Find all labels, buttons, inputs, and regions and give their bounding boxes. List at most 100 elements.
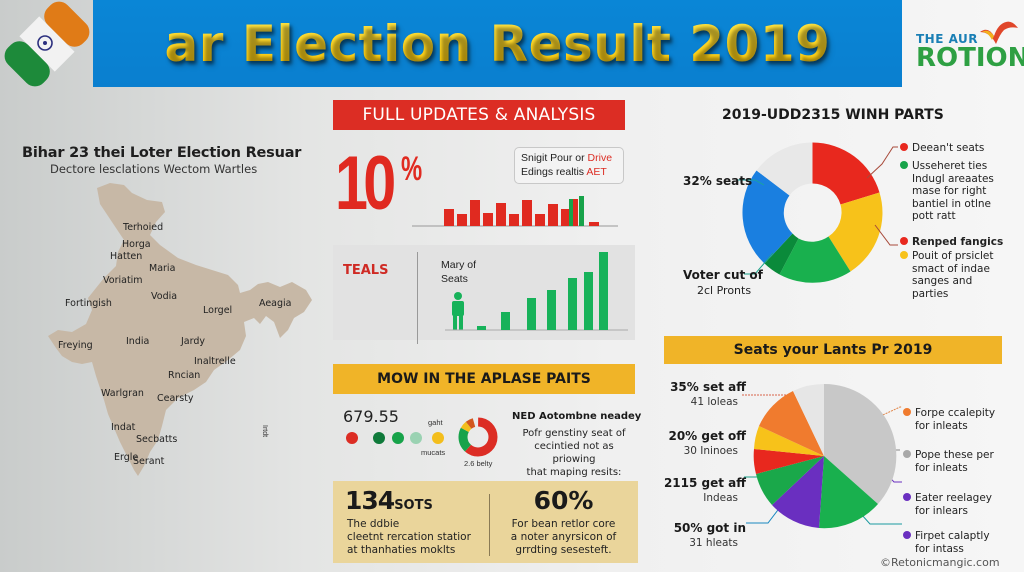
note-box: Snigit Pour or Drive Edings realtis AET xyxy=(514,147,624,184)
map-label: Secbatts xyxy=(136,434,178,445)
updates-banner: FULL UPDATES & ANALYSIS xyxy=(333,100,625,130)
map-label: Vodia xyxy=(151,291,178,302)
orange-dot-icon xyxy=(903,408,911,416)
bar xyxy=(561,209,571,226)
bar xyxy=(548,204,558,226)
bar xyxy=(579,196,584,226)
note-highlight: AET xyxy=(586,166,607,178)
donut-label-bottom-sub: 2cl Pronts xyxy=(697,284,752,297)
legend-text: parties xyxy=(912,287,949,300)
donut-legend-item: Renped fangics xyxy=(900,236,1003,249)
seats-number: 134 xyxy=(345,486,395,515)
pie-sublabel: Indeas xyxy=(703,492,738,504)
legend-text: Pouit of prsiclet xyxy=(912,250,994,262)
donut-legend-item: Usseheret ties Indugl areaates mase for … xyxy=(900,160,994,223)
red-dot-icon xyxy=(900,143,908,151)
red-dot-icon xyxy=(346,432,358,444)
pie-legend-item: Eater reelagey for inlears xyxy=(903,492,992,517)
ned-title: NED Aotombne neadey xyxy=(512,411,642,422)
percent-stat: 60% xyxy=(533,486,594,515)
parties-banner: MOW IN THE APLASE PAITS xyxy=(333,364,635,394)
desc-line: For bean retlor core xyxy=(511,518,616,530)
bar xyxy=(477,326,486,330)
pie-left-labels: 35% set aff 41 loleas 20% get off 30 Ini… xyxy=(660,0,750,572)
seats-description: The ddbie cleetnt rercation statior at t… xyxy=(347,518,471,557)
bar xyxy=(496,203,506,226)
bar xyxy=(573,199,578,226)
bar xyxy=(599,252,608,330)
bar xyxy=(568,278,577,330)
seats-unit: SOTS xyxy=(394,498,433,513)
map-label: Aeagia xyxy=(259,298,292,309)
map-label: Indat xyxy=(111,422,136,433)
body-line: that maping resits: xyxy=(526,467,622,478)
updates-bar-chart xyxy=(412,196,618,227)
purple-dot-icon xyxy=(903,493,911,501)
big-percent-number: 10 xyxy=(335,141,396,226)
legend-text: for inleats xyxy=(915,461,968,474)
legend-text: for inlears xyxy=(915,504,968,517)
map-label: Jardy xyxy=(181,336,206,347)
pie-label: 2115 get aff xyxy=(663,476,746,490)
mini-donut-caption: 2.6 belty xyxy=(464,459,493,468)
brand-small-text: THE AUR xyxy=(916,32,979,46)
person-icon xyxy=(452,292,464,330)
india-map xyxy=(48,183,312,476)
party-donut-chart xyxy=(742,142,883,283)
note-text: Edings realtis xyxy=(521,166,587,178)
bar xyxy=(444,209,454,226)
yellow-dot-icon xyxy=(900,251,908,259)
green-dot-icon xyxy=(392,432,404,444)
map-label: Terhoied xyxy=(123,222,164,233)
desc-line: The ddbie xyxy=(347,518,400,530)
bar xyxy=(589,222,599,226)
big-percent-symbol: % xyxy=(401,150,423,188)
caption-line: Mary of xyxy=(441,259,477,271)
map-label: Lorgel xyxy=(203,305,233,316)
map-labels: Terhoied Horga Hatten Maria Voriatim Vod… xyxy=(0,0,330,572)
map-label: India xyxy=(126,336,150,347)
caption-line: Seats xyxy=(441,273,468,285)
bar xyxy=(527,298,536,330)
legend-text: Indugl areaates xyxy=(912,172,994,185)
summary-card: 134SOTS The ddbie cleetnt rercation stat… xyxy=(333,481,638,563)
map-label: Freying xyxy=(58,340,93,351)
bar xyxy=(470,200,480,226)
legend-text: Renped fangics xyxy=(912,236,1004,248)
india-flag-icon xyxy=(4,1,90,87)
pie-label: 35% set aff xyxy=(670,380,746,394)
teals-card: TEALS Mary of Seats xyxy=(333,245,635,344)
yellow-dot-icon xyxy=(432,432,444,444)
bar xyxy=(457,214,467,226)
ned-body: Pofr genstiny seat of cecintied not as p… xyxy=(514,427,634,479)
legend-text: pott ratt xyxy=(912,210,956,222)
green-dot-icon xyxy=(900,161,908,169)
map-label: Horga xyxy=(122,239,151,250)
seats-stat: 134SOTS xyxy=(345,486,433,515)
light-green-dot-icon xyxy=(410,432,422,444)
legend-text: smact of indae xyxy=(912,262,990,275)
pie-sublabel: 30 Ininoes xyxy=(683,445,738,457)
seats-banner: Seats your Lants Pr 2019 xyxy=(664,336,1002,364)
map-title: Bihar 23 thei Loter Election Resuar xyxy=(22,145,302,161)
desc-line: grrdting sesesteft. xyxy=(515,544,612,556)
legend-text: Forpe ccalepity xyxy=(915,407,996,419)
desc-line: at thanhaties moklts xyxy=(347,544,456,556)
pie-legend-item: Forpe ccalepity for inleats xyxy=(903,407,995,432)
grey-dot-icon xyxy=(903,450,911,458)
tiny-label: mucats xyxy=(421,448,446,457)
bar xyxy=(522,200,532,226)
mini-donut-chart xyxy=(458,417,498,457)
page-title: ar Election Result 2019 xyxy=(164,14,831,73)
legend-text: bantiel in otlne xyxy=(912,197,991,210)
body-line: cecintied not as priowing xyxy=(534,441,614,465)
legend-text: for intass xyxy=(915,542,964,555)
map-label: Warlgran xyxy=(101,388,144,399)
bar xyxy=(584,272,593,330)
legend-text: Firpet calaptly xyxy=(915,530,990,542)
pie-label: 20% get off xyxy=(668,429,746,443)
percent-description: For bean retlor core a noter anyrsicon o… xyxy=(489,518,638,557)
seats-pie-chart xyxy=(753,383,897,529)
map-vertical-label: Irtdt xyxy=(261,425,268,438)
map-label: Hatten xyxy=(110,251,143,262)
